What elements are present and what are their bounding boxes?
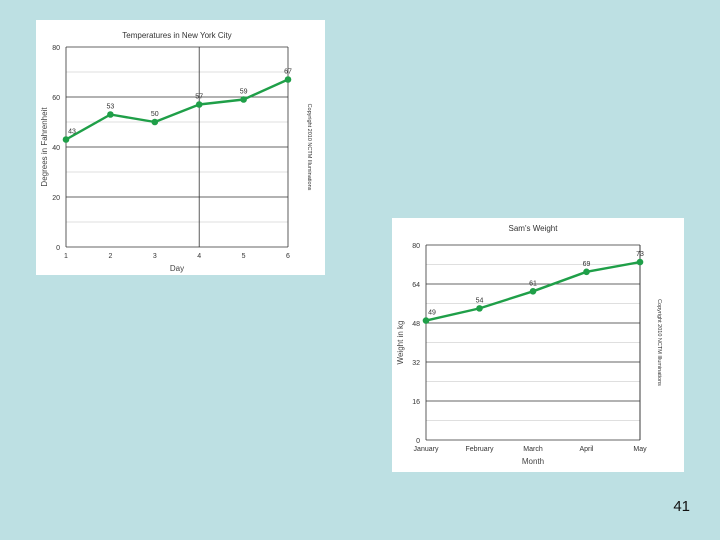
chart1-data-label: 67 — [284, 69, 292, 76]
chart2-ytick-label: 48 — [412, 321, 420, 328]
chart1-x-axis-title: Day — [170, 264, 184, 273]
chart1-xtick-label: 2 — [108, 253, 112, 260]
chart1-data-point — [195, 101, 203, 108]
chart1-data-point — [107, 111, 114, 118]
chart2-x-axis-title: Month — [522, 457, 544, 466]
chart1-y-axis-title: Degrees in Fahrenheit — [40, 107, 49, 187]
chart1-xtick-label: 1 — [64, 253, 68, 260]
chart2-data-point — [636, 258, 644, 266]
chart2-data-point — [583, 268, 590, 276]
chart1-data-point — [284, 76, 292, 83]
chart2-ytick-label: 64 — [412, 282, 420, 289]
chart2-ytick-label: 16 — [412, 399, 420, 406]
chart1-ytick-label: 80 — [52, 45, 60, 52]
chart1-data-point — [240, 96, 247, 103]
chart2-ytick-label: 0 — [416, 438, 420, 445]
chart1-data-point — [62, 136, 70, 143]
chart1-xtick-label: 6 — [286, 253, 290, 260]
chart2-xtick-label: January — [414, 446, 439, 453]
chart1-data-label: 50 — [151, 111, 159, 118]
chart2-data-point — [476, 305, 483, 312]
chart1-data-label: 59 — [240, 89, 248, 96]
chart1-data-label: 43 — [68, 129, 76, 136]
chart2-ytick-label: 32 — [412, 360, 420, 367]
chart1-ytick-label: 20 — [52, 195, 60, 202]
chart2-data-label: 69 — [583, 261, 591, 268]
chart1-title: Temperatures in New York City — [122, 31, 231, 40]
chart1-xtick-label: 4 — [197, 253, 201, 260]
temperature-chart: Temperatures in New York City 0 20 40 60 80 1 2… — [36, 20, 325, 275]
chart2-xtick-label: February — [465, 446, 494, 453]
chart2-y-axis-title: Weight in kg — [396, 321, 405, 365]
chart1-data-label: 57 — [195, 94, 203, 101]
temperature-chart-svg: Temperatures in New York City 0 20 40 60 80 1 2… — [40, 31, 312, 273]
chart1-ytick-label: 60 — [52, 95, 60, 102]
weight-chart: Sam's Weight 0 16 32 48 64 80 January February Ma… — [392, 218, 684, 472]
chart2-data-label: 54 — [476, 297, 484, 304]
chart2-data-label: 61 — [529, 280, 537, 287]
chart2-title: Sam's Weight — [509, 224, 559, 233]
chart1-side-note: Copyright 2010 NCTM Illuminations — [306, 104, 312, 191]
chart2-xtick-label: March — [523, 446, 543, 453]
chart1-data-point — [151, 118, 159, 126]
chart2-data-point — [422, 317, 430, 324]
chart2-xtick-label: May — [633, 446, 647, 453]
chart2-data-point — [529, 288, 537, 295]
slide-number: 41 — [673, 498, 690, 515]
chart1-ytick-label: 0 — [56, 245, 60, 252]
chart1-series-line — [65, 78, 289, 141]
chart2-xtick-label: April — [579, 446, 593, 453]
chart2-data-label: 49 — [428, 310, 436, 317]
chart1-xtick-label: 3 — [153, 253, 157, 260]
chart1-data-label: 53 — [107, 104, 115, 111]
chart1-ytick-label: 40 — [52, 145, 60, 152]
chart2-ytick-label: 80 — [412, 243, 420, 250]
chart1-xtick-label: 5 — [242, 253, 246, 260]
chart2-side-note: Copyright 2010 NCTM Illuminations — [656, 299, 662, 386]
chart2-data-label: 73 — [636, 251, 644, 258]
weight-chart-svg: Sam's Weight 0 16 32 48 64 80 January February Ma… — [396, 224, 662, 466]
